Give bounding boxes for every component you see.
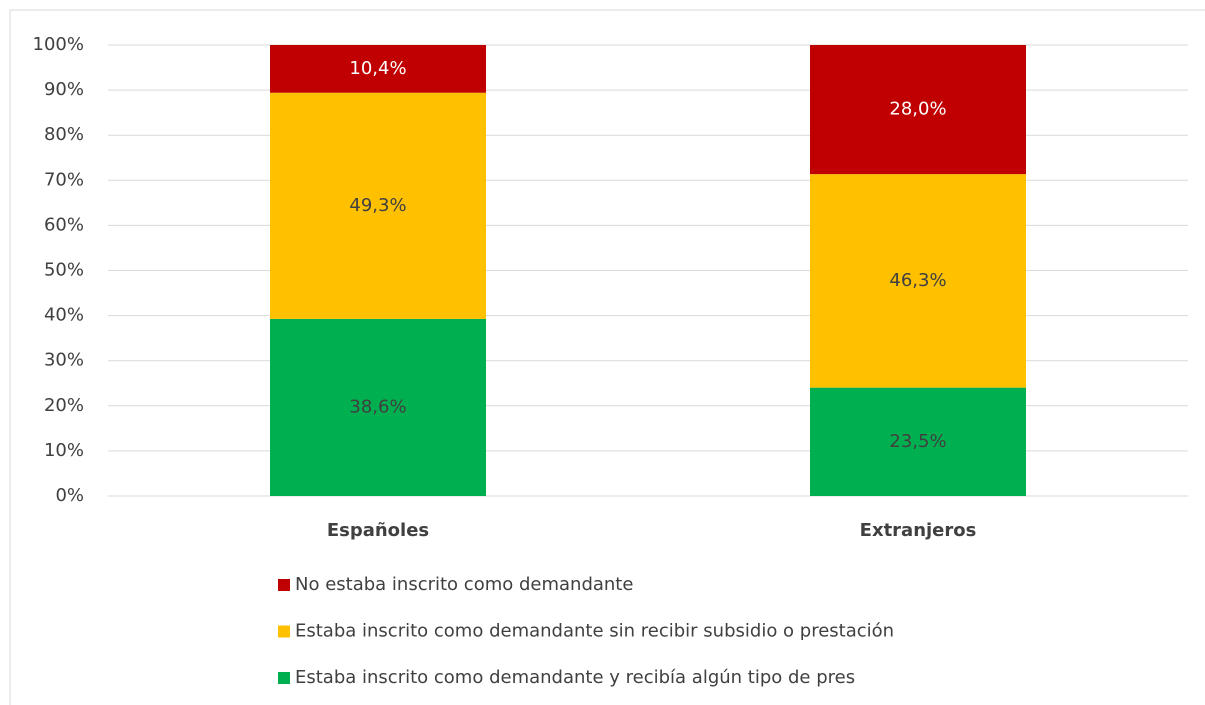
bar-segment (810, 174, 1026, 388)
y-tick-label: 100% (33, 34, 84, 55)
data-label: 10,4% (349, 58, 406, 79)
data-label: 28,0% (889, 99, 946, 120)
y-tick-label: 50% (44, 260, 84, 281)
data-label: 23,5% (889, 431, 946, 452)
bar-segment (810, 387, 1026, 496)
y-tick-label: 60% (44, 214, 84, 235)
bar-segment (270, 92, 486, 319)
bar-segment (270, 45, 486, 93)
y-tick-label: 0% (55, 485, 84, 506)
y-tick-label: 10% (44, 440, 84, 461)
data-label: 49,3% (349, 195, 406, 216)
data-label: 46,3% (889, 270, 946, 291)
data-label: 38,6% (349, 396, 406, 417)
legend-swatch (278, 625, 290, 638)
legend-label: Estaba inscrito como demandante y recibí… (295, 667, 855, 688)
y-tick-label: 20% (44, 395, 84, 416)
legend-label: No estaba inscrito como demandante (295, 574, 633, 595)
legend-label: Estaba inscrito como demandante sin reci… (295, 621, 894, 642)
bar-segment (810, 45, 1026, 175)
legend-swatch (278, 579, 290, 591)
y-tick-label: 30% (44, 350, 84, 371)
legend-swatch (278, 672, 290, 684)
x-tick-label: Españoles (327, 520, 429, 541)
y-tick-label: 70% (44, 169, 84, 190)
chart-frame (9, 9, 1205, 705)
y-tick-label: 80% (44, 124, 84, 145)
x-tick-label: Extranjeros (860, 520, 977, 541)
y-tick-label: 40% (44, 305, 84, 326)
bar-segment (270, 318, 486, 496)
y-tick-label: 90% (44, 79, 84, 100)
